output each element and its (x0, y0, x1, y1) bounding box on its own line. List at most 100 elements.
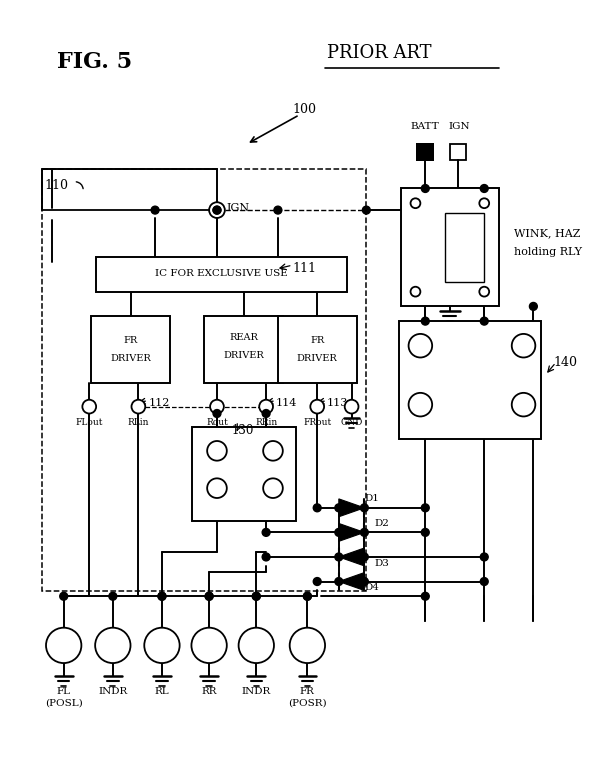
Text: Rout: Rout (206, 418, 228, 427)
Text: D1: D1 (364, 494, 379, 503)
Text: RLin: RLin (128, 418, 149, 427)
Circle shape (481, 553, 488, 561)
Circle shape (205, 592, 213, 600)
Circle shape (290, 628, 325, 663)
Bar (450, 144, 466, 160)
Circle shape (253, 592, 260, 600)
Circle shape (361, 553, 368, 561)
Circle shape (361, 504, 368, 512)
Circle shape (210, 400, 224, 413)
Text: BATT: BATT (411, 122, 440, 130)
Circle shape (158, 592, 166, 600)
Circle shape (421, 317, 429, 325)
Text: IGN: IGN (449, 122, 470, 130)
Circle shape (335, 528, 343, 537)
Circle shape (82, 400, 96, 413)
Text: WINK, HAZ: WINK, HAZ (514, 228, 580, 238)
Circle shape (262, 410, 270, 417)
Text: 120: 120 (425, 343, 449, 357)
Text: holding RLY: holding RLY (514, 247, 582, 257)
Circle shape (46, 628, 82, 663)
Text: FIG. 5: FIG. 5 (57, 51, 132, 73)
Circle shape (151, 206, 159, 214)
Bar (91, 316, 170, 383)
Circle shape (207, 441, 227, 460)
Text: RRin: RRin (255, 418, 277, 427)
Circle shape (529, 303, 537, 310)
Circle shape (213, 206, 221, 214)
Text: FR: FR (300, 687, 315, 695)
Bar (96, 257, 347, 292)
Circle shape (481, 578, 488, 585)
Text: D4: D4 (364, 584, 379, 592)
Circle shape (421, 185, 429, 192)
Circle shape (209, 203, 225, 218)
Circle shape (310, 400, 324, 413)
Bar (416, 143, 434, 161)
Text: 111: 111 (293, 262, 317, 275)
Circle shape (144, 628, 179, 663)
Circle shape (410, 286, 421, 296)
Bar (401, 189, 499, 306)
Text: D2: D2 (374, 519, 389, 527)
Circle shape (131, 400, 145, 413)
Text: FLout: FLout (76, 418, 103, 427)
Circle shape (362, 206, 370, 214)
Text: FR: FR (124, 336, 137, 345)
Circle shape (191, 628, 227, 663)
Circle shape (313, 504, 321, 512)
Text: INDR: INDR (98, 687, 127, 695)
Text: DRIVER: DRIVER (110, 354, 151, 363)
Circle shape (361, 578, 368, 585)
Circle shape (421, 504, 429, 512)
Circle shape (207, 478, 227, 498)
Circle shape (263, 441, 283, 460)
Circle shape (313, 578, 321, 585)
Text: IC FOR EXCLUSIVE USE: IC FOR EXCLUSIVE USE (155, 270, 287, 279)
Circle shape (481, 317, 488, 325)
Text: FR: FR (310, 336, 325, 345)
Circle shape (205, 592, 213, 600)
Polygon shape (339, 499, 364, 517)
Circle shape (253, 592, 260, 600)
Circle shape (262, 553, 270, 561)
Circle shape (410, 199, 421, 208)
Polygon shape (339, 524, 364, 541)
Text: RR: RR (202, 687, 217, 695)
Text: FL: FL (56, 687, 71, 695)
Bar (278, 316, 356, 383)
Circle shape (409, 334, 432, 357)
Circle shape (479, 199, 489, 208)
Text: REAR: REAR (229, 333, 258, 343)
Circle shape (335, 578, 343, 585)
Circle shape (479, 286, 489, 296)
Text: GND: GND (340, 418, 363, 427)
Circle shape (512, 334, 535, 357)
Circle shape (409, 393, 432, 417)
Circle shape (262, 528, 270, 537)
Circle shape (213, 410, 221, 417)
Circle shape (512, 393, 535, 417)
Polygon shape (339, 573, 364, 591)
Circle shape (345, 400, 358, 413)
Text: 112: 112 (148, 398, 170, 408)
Circle shape (239, 628, 274, 663)
Circle shape (421, 592, 429, 600)
Circle shape (421, 528, 429, 537)
Circle shape (335, 553, 343, 561)
Bar (193, 427, 296, 521)
Bar (445, 213, 484, 282)
Circle shape (213, 206, 221, 214)
Text: PRIOR ART: PRIOR ART (327, 44, 431, 62)
Circle shape (95, 628, 131, 663)
Circle shape (304, 592, 311, 600)
Bar (399, 321, 541, 439)
Circle shape (481, 185, 488, 192)
Text: (POSR): (POSR) (288, 698, 326, 708)
Text: 110: 110 (44, 179, 68, 192)
Text: (POSL): (POSL) (45, 698, 83, 708)
Text: DRIVER: DRIVER (297, 354, 338, 363)
Text: D3: D3 (374, 559, 389, 568)
Bar (204, 316, 283, 383)
Bar (42, 169, 367, 591)
